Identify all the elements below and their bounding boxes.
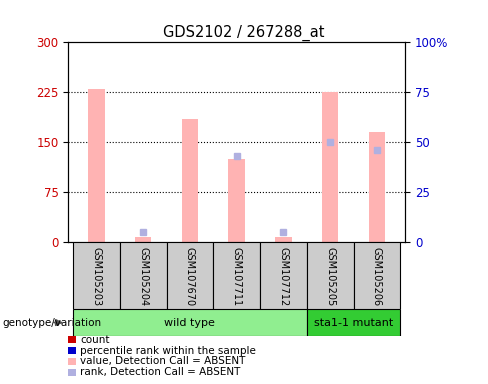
Bar: [120, 242, 166, 309]
Bar: [307, 309, 400, 336]
Text: GSM107711: GSM107711: [232, 247, 242, 306]
Text: GDS2102 / 267288_at: GDS2102 / 267288_at: [163, 25, 325, 41]
Bar: [369, 132, 385, 242]
Bar: [322, 92, 338, 242]
Bar: [260, 242, 307, 309]
Text: GSM107712: GSM107712: [279, 247, 288, 306]
Text: rank, Detection Call = ABSENT: rank, Detection Call = ABSENT: [80, 367, 241, 377]
Text: genotype/variation: genotype/variation: [2, 318, 102, 328]
Text: GSM105206: GSM105206: [372, 247, 382, 306]
Text: count: count: [80, 335, 109, 345]
Text: sta1-1 mutant: sta1-1 mutant: [314, 318, 393, 328]
Text: value, Detection Call = ABSENT: value, Detection Call = ABSENT: [80, 356, 245, 366]
Bar: [228, 159, 245, 242]
Text: GSM105205: GSM105205: [325, 247, 335, 306]
Bar: [73, 309, 307, 336]
Text: GSM107670: GSM107670: [185, 247, 195, 306]
Bar: [88, 89, 104, 242]
Bar: [166, 242, 213, 309]
Text: wild type: wild type: [164, 318, 215, 328]
Text: GSM105203: GSM105203: [91, 247, 102, 306]
Text: percentile rank within the sample: percentile rank within the sample: [80, 346, 256, 356]
Bar: [182, 119, 198, 242]
Bar: [307, 242, 354, 309]
Bar: [135, 237, 151, 242]
Text: GSM105204: GSM105204: [138, 247, 148, 306]
Bar: [354, 242, 400, 309]
Bar: [275, 237, 292, 242]
Bar: [213, 242, 260, 309]
Bar: [73, 242, 120, 309]
